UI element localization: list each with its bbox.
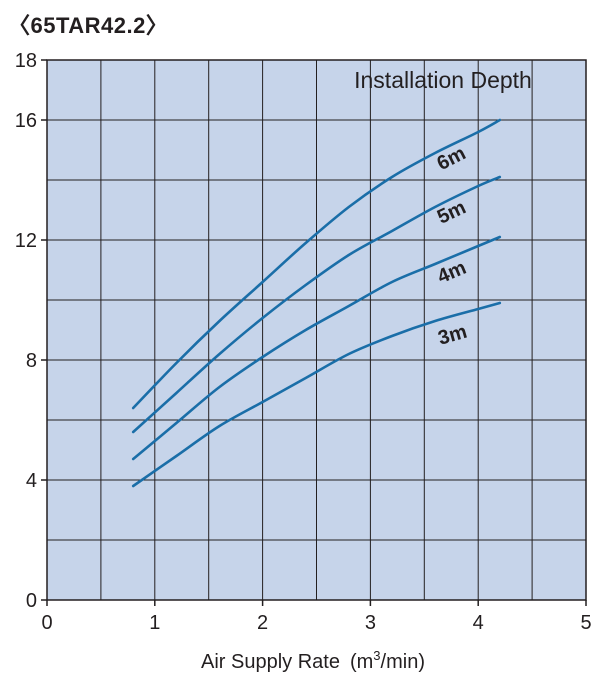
x-tick-label: 0 xyxy=(41,612,52,634)
series-line-6m xyxy=(131,118,502,410)
y-tick-label: 0 xyxy=(26,590,37,612)
x-axis-label: Air Supply Rate (m3/min) xyxy=(201,648,425,673)
series-line-4m xyxy=(131,235,502,461)
x-tick-label: 5 xyxy=(580,612,591,634)
y-tick-label: 16 xyxy=(15,110,37,132)
y-tick-label: 4 xyxy=(26,470,37,492)
series-line-5m xyxy=(131,175,502,434)
x-tick-label: 2 xyxy=(257,612,268,634)
y-tick-label: 18 xyxy=(15,50,37,72)
x-tick-label: 1 xyxy=(149,612,160,634)
y-tick-label: 12 xyxy=(15,230,37,252)
y-tick-label: 8 xyxy=(26,350,37,372)
grid-lines xyxy=(47,60,586,600)
legend-title: Installation Depth xyxy=(354,67,532,93)
chart-title: 〈65TAR42.2〉 xyxy=(8,13,169,38)
x-tick-label: 3 xyxy=(365,612,376,634)
plot-frame xyxy=(46,59,587,601)
series-line-3m xyxy=(131,301,502,488)
x-tick-label: 4 xyxy=(473,612,484,634)
